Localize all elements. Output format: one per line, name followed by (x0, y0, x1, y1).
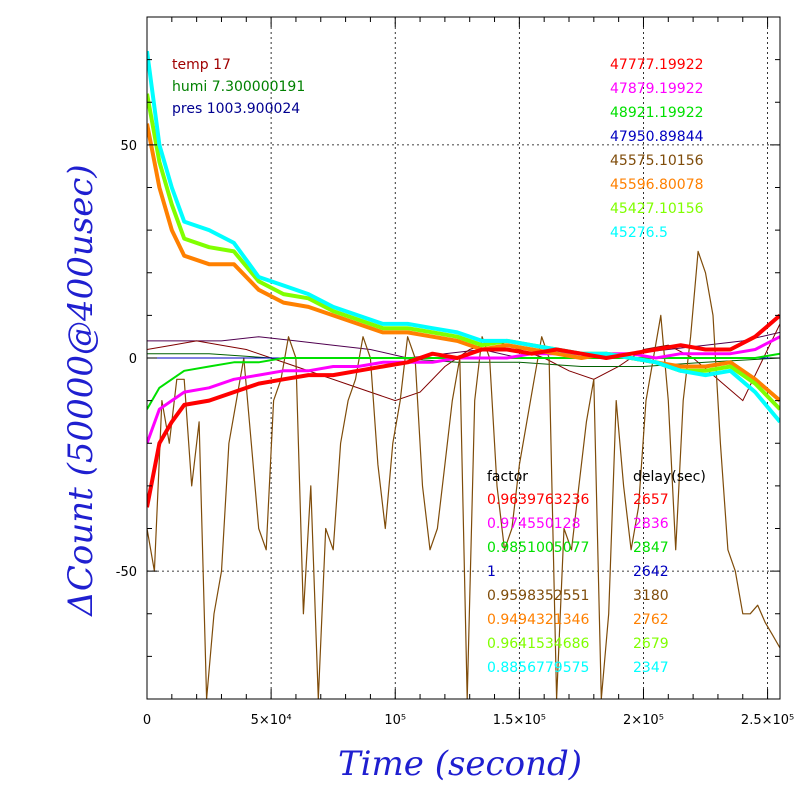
series-name-1: 47879.19922 (610, 81, 704, 97)
factor-legend: factor delay(sec) 0.9639763236 2657 0.974550… (487, 469, 706, 676)
x-tick-label-0: 0 (143, 713, 151, 728)
series-delay-7: 2347 (633, 660, 669, 676)
x-axis-label: Time (second) (338, 744, 582, 784)
series-name-4: 45575.10156 (610, 153, 704, 169)
series-delay-5: 2762 (633, 612, 669, 628)
series-line-2 (147, 352, 780, 410)
series-factor-3: 1 (487, 564, 496, 580)
series-name-0: 47777.19922 (610, 57, 704, 73)
series-delay-2: 2847 (633, 540, 669, 556)
series-line-1 (147, 335, 780, 444)
environment-label-0: temp 17 (172, 57, 231, 73)
series-factor-4: 0.9598352551 (487, 588, 589, 604)
series-lines (147, 50, 780, 699)
series-name-legend: 47777.19922 47879.19922 48921.19922 47950.8… (610, 57, 704, 241)
y-tick-label-2: 50 (120, 139, 137, 154)
series-factor-2: 0.9851005077 (487, 540, 589, 556)
series-delay-3: 2642 (633, 564, 669, 580)
y-tick-label-0: -50 (116, 565, 137, 580)
series-delay-1: 2836 (633, 516, 669, 532)
environment-label-1: humi 7.300000191 (172, 79, 305, 95)
x-tick-label-4: 2×10⁵ (623, 713, 664, 728)
series-factor-6: 0.9641534686 (487, 636, 590, 652)
series-factor-1: 0.974550128 (487, 516, 581, 532)
series-name-3: 47950.89844 (610, 129, 704, 145)
y-tick-label-1: 0 (129, 352, 137, 367)
x-tick-label-3: 1.5×10⁵ (493, 713, 546, 728)
series-factor-0: 0.9639763236 (487, 492, 590, 508)
series-name-5: 45596.80078 (610, 177, 704, 193)
series-line-5 (147, 123, 780, 403)
environment-label-2: pres 1003.900024 (172, 101, 300, 117)
series-delay-4: 3180 (633, 588, 669, 604)
series-factor-5: 0.9494321346 (487, 612, 590, 628)
x-tick-label-5: 2.5×10⁵ (741, 713, 794, 728)
x-tick-label-2: 10⁵ (384, 713, 406, 728)
series-name-7: 45276.5 (610, 225, 668, 241)
x-tick-labels: 0 5×10⁴ 10⁵ 1.5×10⁵ 2×10⁵ 2.5×10⁵ (143, 713, 794, 728)
y-axis-label: ΔCount (50000@400usec) (61, 164, 101, 617)
axis-ticks (147, 17, 780, 699)
series-line-7 (147, 50, 780, 424)
x-tick-label-1: 5×10⁴ (251, 713, 292, 728)
series-factor-7: 0.8856779575 (487, 660, 589, 676)
series-line-0 (147, 313, 780, 508)
environment-legend: temp 17 humi 7.300000191 pres 1003.900024 (172, 57, 305, 117)
series-delay-6: 2679 (633, 636, 669, 652)
factor-header: factor (487, 469, 528, 485)
series-line-4 (147, 250, 780, 699)
series-name-6: 45427.10156 (610, 201, 704, 217)
series-delay-0: 2657 (633, 492, 669, 508)
series-name-2: 48921.19922 (610, 105, 704, 121)
delay-header: delay(sec) (633, 469, 706, 485)
y-tick-labels: -50 0 50 (116, 139, 137, 580)
